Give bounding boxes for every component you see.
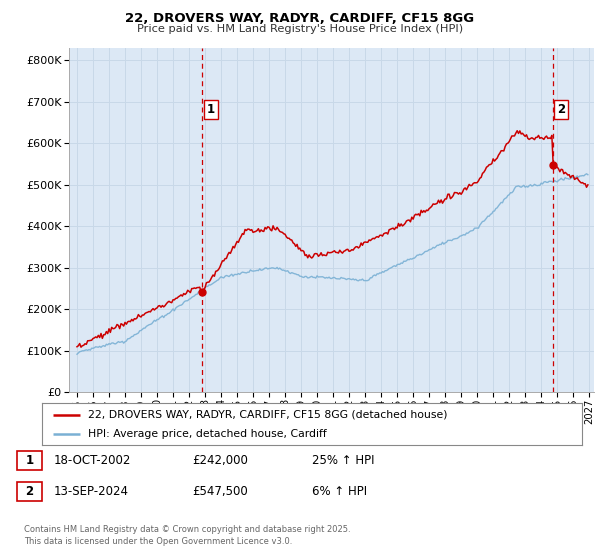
Text: 6% ↑ HPI: 6% ↑ HPI — [312, 484, 367, 498]
Text: 22, DROVERS WAY, RADYR, CARDIFF, CF15 8GG (detached house): 22, DROVERS WAY, RADYR, CARDIFF, CF15 8G… — [88, 409, 448, 419]
Text: Price paid vs. HM Land Registry's House Price Index (HPI): Price paid vs. HM Land Registry's House … — [137, 24, 463, 34]
Text: 2: 2 — [557, 104, 565, 116]
Text: HPI: Average price, detached house, Cardiff: HPI: Average price, detached house, Card… — [88, 429, 326, 439]
Text: 1: 1 — [206, 104, 215, 116]
Text: 25% ↑ HPI: 25% ↑ HPI — [312, 454, 374, 467]
Text: £547,500: £547,500 — [192, 484, 248, 498]
Text: 13-SEP-2024: 13-SEP-2024 — [54, 484, 129, 498]
Text: 22, DROVERS WAY, RADYR, CARDIFF, CF15 8GG: 22, DROVERS WAY, RADYR, CARDIFF, CF15 8G… — [125, 12, 475, 25]
Text: Contains HM Land Registry data © Crown copyright and database right 2025.
This d: Contains HM Land Registry data © Crown c… — [24, 525, 350, 545]
Text: 2: 2 — [25, 484, 34, 498]
Text: £242,000: £242,000 — [192, 454, 248, 467]
Text: 18-OCT-2002: 18-OCT-2002 — [54, 454, 131, 467]
Text: 1: 1 — [25, 454, 34, 467]
